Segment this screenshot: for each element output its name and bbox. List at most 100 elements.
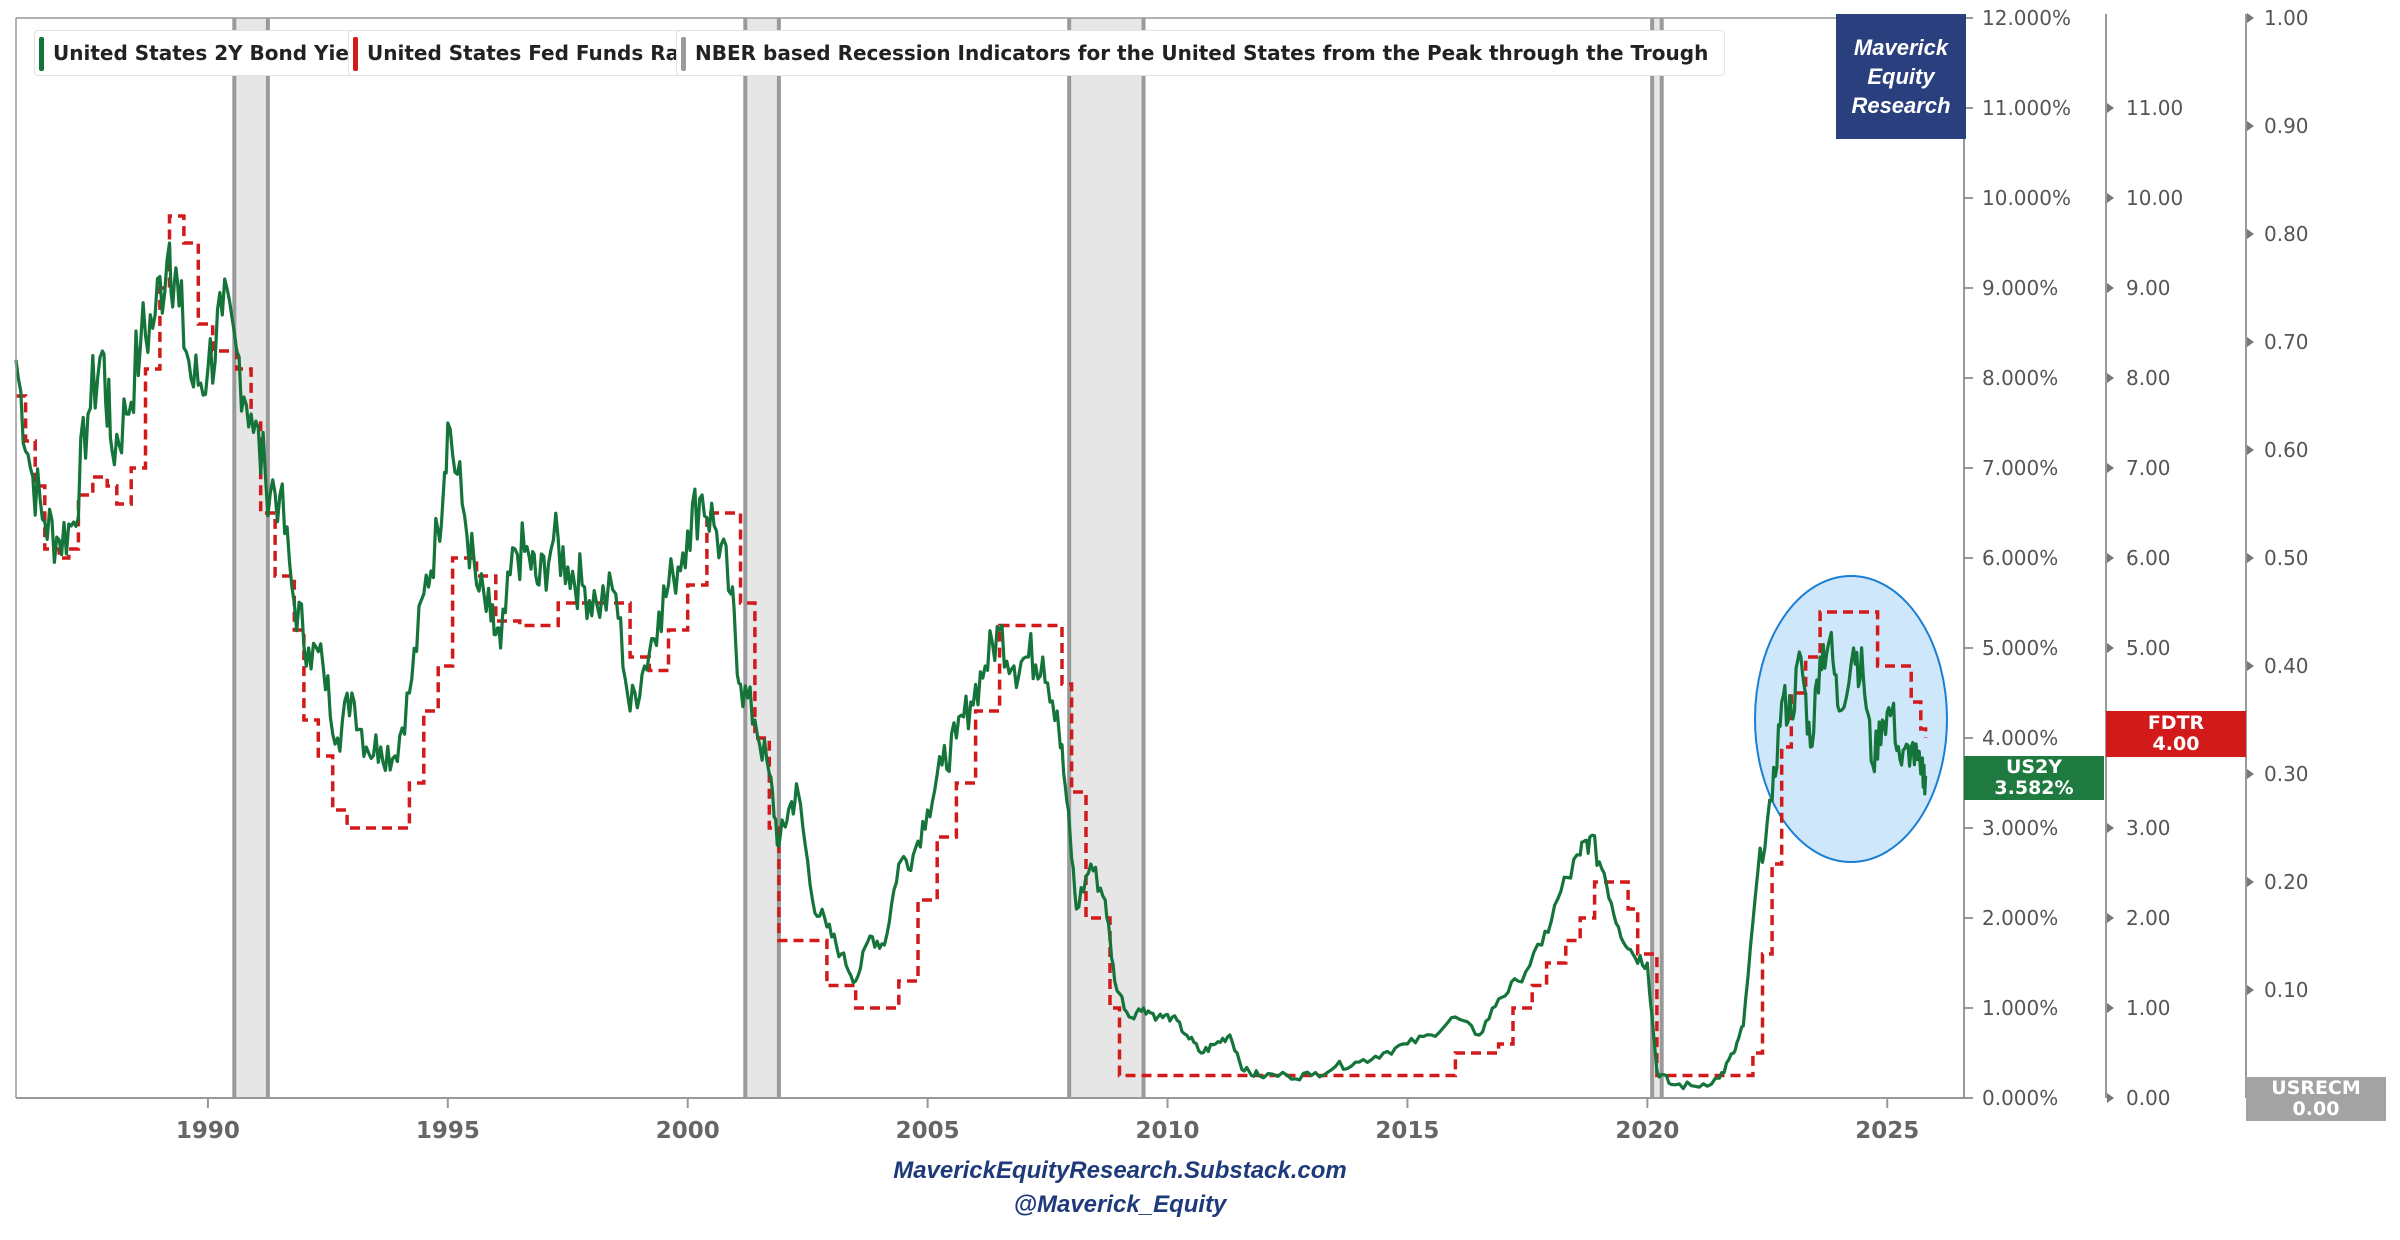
pct-tick-label-9: 9.000% [1982, 276, 2058, 300]
pct-tick-label-5: 5.000% [1982, 636, 2058, 660]
recession-band-3 [1652, 18, 1662, 1098]
usrecm-tick-mark-3 [2247, 769, 2254, 779]
pct-axis-ticks: 0.000% 1.000% 2.000% 3.000% 4.000% 5.000% 6.00… [1964, 6, 2071, 1110]
usrecm-tick-label-9: 0.90 [2264, 114, 2309, 138]
fdtr-tick-mark-11 [2107, 103, 2114, 113]
fdtr-tick-mark-2 [2107, 913, 2114, 923]
fdtr-tick-mark-7 [2107, 463, 2114, 473]
pct-tick-label-11: 11.000% [1982, 96, 2071, 120]
fdtr-tick-label-10: 10.00 [2126, 186, 2183, 210]
usrecm-tick-mark-6 [2247, 445, 2254, 455]
legend-nber-label: NBER based Recession Indicators for the … [695, 41, 1709, 65]
logo-line-1: Maverick [1853, 35, 1949, 60]
usrecm-tick-mark-5 [2247, 553, 2254, 563]
pct-tick-label-12: 12.000% [1982, 6, 2071, 30]
credit-substack[interactable]: MaverickEquityResearch.Substack.com [893, 1157, 1347, 1184]
fdtr-tick-label-3: 3.00 [2126, 816, 2171, 840]
usrecm-tick-mark-8 [2247, 229, 2254, 239]
credit-handle[interactable]: @Maverick_Equity [1013, 1191, 1227, 1218]
usrecm-tick-mark-10 [2247, 13, 2254, 23]
usrecm-tick-label-1: 0.10 [2264, 978, 2309, 1002]
legend-fdtr-swatch [353, 37, 358, 71]
us2y-series [14, 241, 1928, 1091]
usrecm-tick-mark-2 [2247, 877, 2254, 887]
pct-tick-label-10: 10.000% [1982, 186, 2071, 210]
pct-tick-label-4: 4.000% [1982, 726, 2058, 750]
logo-line-2: Equity [1867, 64, 1935, 89]
highlight-circle [1754, 575, 1948, 863]
fdtr-tick-mark-8 [2107, 373, 2114, 383]
usrecm-tick-mark-1 [2247, 985, 2254, 995]
us2y-last-value-badge: US2Y 3.582% [1964, 756, 2104, 800]
fdtr-tick-mark-10 [2107, 193, 2114, 203]
usrecm-tick-label-4: 0.40 [2264, 654, 2309, 678]
fdtr-tick-label-2: 2.00 [2126, 906, 2171, 930]
recession-band-0 [234, 18, 268, 1098]
recession-band-2 [1069, 18, 1144, 1098]
x-tick-label-2000: 2000 [656, 1118, 720, 1144]
usrecm-tick-label-8: 0.80 [2264, 222, 2309, 246]
pct-tick-label-6: 6.000% [1982, 546, 2058, 570]
x-tick-label-1990: 1990 [176, 1118, 240, 1144]
fdtr-badge-label: FDTR [2147, 712, 2205, 734]
legend-nber[interactable]: NBER based Recession Indicators for the … [676, 30, 1726, 76]
usrecm-tick-mark-4 [2247, 661, 2254, 671]
legend-fdtr[interactable]: United States Fed Funds Rate [348, 30, 720, 76]
recession-shading [232, 18, 1664, 1098]
legend-nber-swatch [681, 37, 686, 71]
fdtr-badge-value: 4.00 [2152, 733, 2200, 755]
usrecm-axis-ticks: 0.000.100.200.300.400.500.600.700.800.90… [2247, 6, 2309, 1110]
fdtr-tick-label-11: 11.00 [2126, 96, 2183, 120]
usrecm-badge-label: USRECM [2271, 1077, 2361, 1099]
pct-tick-label-3: 3.000% [1982, 816, 2058, 840]
recession-band-1 [745, 18, 779, 1098]
usrecm-tick-label-6: 0.60 [2264, 438, 2309, 462]
us2y-badge-value: 3.582% [1994, 777, 2074, 799]
x-tick-label-2020: 2020 [1615, 1118, 1679, 1144]
usrecm-tick-label-2: 0.20 [2264, 870, 2309, 894]
usrecm-tick-label-7: 0.70 [2264, 330, 2309, 354]
pct-tick-label-1: 1.000% [1982, 996, 2058, 1020]
fdtr-tick-mark-1 [2107, 1003, 2114, 1013]
x-tick-label-1995: 1995 [416, 1118, 480, 1144]
fdtr-tick-label-5: 5.00 [2126, 636, 2171, 660]
pct-tick-label-0: 0.000% [1982, 1086, 2058, 1110]
fdtr-tick-mark-9 [2107, 283, 2114, 293]
fdtr-tick-mark-6 [2107, 553, 2114, 563]
fdtr-tick-mark-0 [2107, 1093, 2114, 1103]
fdtr-tick-label-9: 9.00 [2126, 276, 2171, 300]
pct-tick-label-2: 2.000% [1982, 906, 2058, 930]
fdtr-tick-label-1: 1.00 [2126, 996, 2171, 1020]
legend-us2y[interactable]: United States 2Y Bond Yield [34, 30, 388, 76]
fdtr-tick-label-0: 0.00 [2126, 1086, 2171, 1110]
usrecm-tick-mark-9 [2247, 121, 2254, 131]
fdtr-axis-ticks: 0.001.002.003.004.005.006.007.008.009.00… [2107, 96, 2183, 1110]
legend-us2y-label: United States 2Y Bond Yield [53, 41, 371, 65]
legend-us2y-swatch [39, 37, 44, 71]
fdtr-tick-label-8: 8.00 [2126, 366, 2171, 390]
pct-tick-label-8: 8.000% [1982, 366, 2058, 390]
usrecm-badge-value: 0.00 [2292, 1098, 2340, 1120]
x-tick-label-2005: 2005 [896, 1118, 960, 1144]
us2y-line [14, 241, 1928, 1091]
x-tick-label-2025: 2025 [1855, 1118, 1919, 1144]
x-tick-label-2010: 2010 [1136, 1118, 1200, 1144]
fdtr-tick-label-7: 7.00 [2126, 456, 2171, 480]
fdtr-line [16, 214, 1928, 1078]
brand-logo: Maverick Equity Research [1836, 14, 1966, 139]
fdtr-tick-mark-3 [2107, 823, 2114, 833]
pct-tick-label-7: 7.000% [1982, 456, 2058, 480]
usrecm-tick-mark-7 [2247, 337, 2254, 347]
usrecm-tick-label-3: 0.30 [2264, 762, 2309, 786]
fdtr-last-value-badge: FDTR 4.00 [2106, 711, 2246, 757]
us2y-badge-label: US2Y [2005, 756, 2063, 778]
fdtr-tick-mark-5 [2107, 643, 2114, 653]
x-tick-label-2015: 2015 [1375, 1118, 1439, 1144]
fdtr-series [16, 214, 1928, 1078]
usrecm-last-value-badge: USRECM 0.00 [2246, 1077, 2386, 1121]
usrecm-tick-label-5: 0.50 [2264, 546, 2309, 570]
logo-line-3: Research [1851, 93, 1951, 118]
fdtr-tick-label-6: 6.00 [2126, 546, 2171, 570]
usrecm-tick-label-10: 1.00 [2264, 6, 2309, 30]
